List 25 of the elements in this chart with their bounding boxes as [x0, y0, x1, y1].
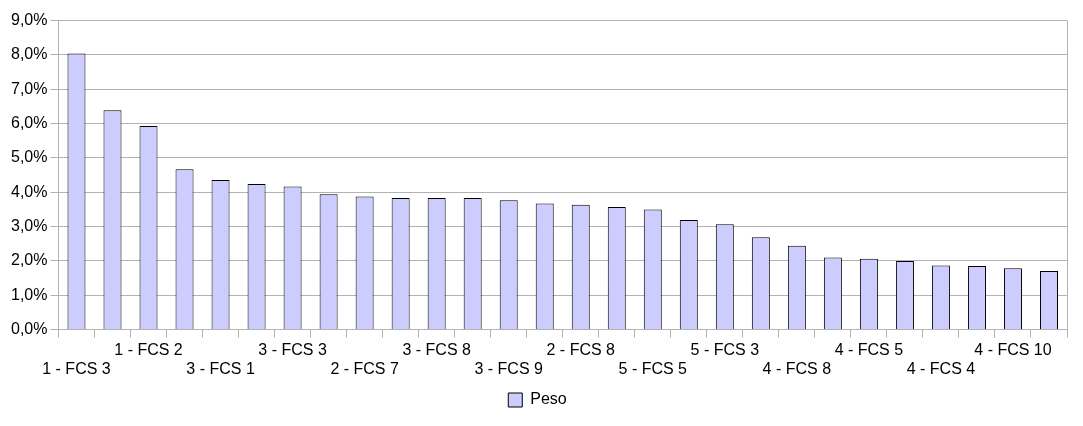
y-tick-label: 1,0% — [11, 285, 48, 303]
x-tick-label: 3 - FCS 8 — [402, 340, 471, 358]
y-tick-label: 7,0% — [11, 79, 48, 97]
x-tick-label: 4 - FCS 5 — [834, 340, 904, 358]
x-tick-label: 4 - FCS 4 — [906, 359, 976, 377]
y-tick-label: 3,0% — [11, 217, 48, 235]
x-tick-label: 4 - FCS 8 — [762, 359, 832, 377]
y-tick-label: 8,0% — [11, 45, 48, 63]
y-tick-label: 0,0% — [11, 320, 48, 338]
y-tick-label: 6,0% — [11, 114, 48, 132]
x-tick-label: 5 - FCS 5 — [618, 359, 688, 377]
x-tick-label: 4 - FCS 10 — [974, 340, 1052, 358]
y-tick-label: 5,0% — [11, 148, 48, 166]
legend-label: Peso — [530, 390, 567, 408]
x-tick-label: 2 - FCS 8 — [546, 340, 616, 358]
x-tick-label: 3 - FCS 9 — [474, 359, 544, 377]
y-tick-label: 9,0% — [11, 11, 48, 29]
y-tick-label: 4,0% — [11, 182, 48, 200]
x-tick-label: 3 - FCS 1 — [186, 359, 255, 377]
x-tick-label: 1 - FCS 3 — [42, 359, 111, 377]
x-tick-label: 5 - FCS 3 — [690, 340, 760, 358]
x-tick-label: 1 - FCS 2 — [114, 340, 183, 358]
x-tick-label: 3 - FCS 3 — [258, 340, 327, 358]
y-tick-label: 2,0% — [11, 251, 48, 269]
x-tick-label: 2 - FCS 7 — [330, 359, 399, 377]
